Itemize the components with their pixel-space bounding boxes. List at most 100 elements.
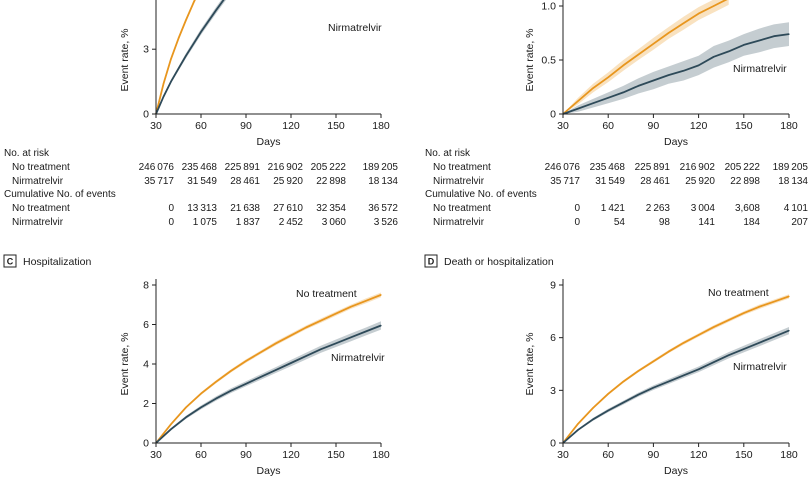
data-point-nirmatrelvir	[788, 33, 790, 35]
risk-table-cell: 35 717	[144, 176, 174, 187]
risk-table-cell: 0	[574, 203, 580, 214]
data-point-no-treatment	[245, 360, 247, 362]
risk-table-cell: 216 902	[268, 162, 304, 173]
data-point-no-treatment	[622, 64, 624, 66]
confidence-band-nirmatrelvir	[563, 22, 789, 115]
data-point-nirmatrelvir	[577, 429, 579, 431]
x-tick-label: 60	[195, 120, 207, 132]
risk-table-cell: 36 572	[368, 203, 398, 214]
series-line-nirmatrelvir	[155, 324, 382, 444]
x-tick-label: 90	[648, 449, 660, 461]
data-point-no-treatment	[713, 326, 715, 328]
data-point-nirmatrelvir	[728, 50, 730, 53]
y-tick-label: 0	[143, 438, 149, 450]
data-point-nirmatrelvir	[592, 418, 594, 420]
y-tick-label: 1.0	[541, 1, 556, 13]
x-tick-label: 120	[690, 120, 708, 132]
chart-panel-d: No treatment Nirmatrelvir 30 60 90 120 150 180 0…	[424, 254, 798, 477]
data-point-nirmatrelvir	[260, 376, 262, 378]
series-line-no-treatment	[562, 295, 790, 444]
risk-table-cell: 0	[574, 217, 580, 228]
data-point-nirmatrelvir	[350, 336, 352, 338]
risk-table-cell: 2 452	[279, 217, 304, 228]
risk-table-cell: 3 004	[691, 203, 716, 214]
plot-area	[155, 292, 382, 444]
risk-table-row-label: Nirmatrelvir	[433, 176, 485, 187]
data-point-no-treatment	[230, 370, 232, 372]
data-point-no-treatment	[743, 312, 745, 314]
risk-table-section-title: No. at risk	[425, 148, 471, 159]
risk-table-a: No. at risk Cumulative No. of events No tr…	[4, 148, 398, 228]
data-point-nirmatrelvir	[290, 362, 292, 364]
series-line-no-treatment	[155, 294, 382, 444]
risk-table-cell: 21 638	[230, 203, 260, 214]
data-point-nirmatrelvir	[305, 355, 307, 357]
x-tick-label: 150	[327, 449, 345, 461]
risk-table-row-label: No treatment	[433, 203, 491, 214]
data-point-no-treatment	[577, 100, 579, 102]
data-point-nirmatrelvir	[192, 43, 195, 45]
x-tick-label: 180	[372, 120, 390, 132]
confidence-band-no-treatment	[156, 292, 381, 443]
risk-table-cell: 35 717	[550, 176, 580, 187]
risk-table-cell: 3 526	[374, 217, 399, 228]
data-point-no-treatment	[667, 351, 670, 353]
data-point-nirmatrelvir	[637, 394, 639, 396]
data-point-nirmatrelvir	[335, 342, 337, 344]
x-tick-label: 120	[282, 449, 300, 461]
chart-panel-c: No treatment Nirmatrelvir 30 60 90 120 150 180 0…	[3, 254, 390, 477]
data-point-no-treatment	[335, 313, 337, 315]
risk-table-cell: 31 549	[595, 176, 625, 187]
y-tick-label: 6	[143, 319, 149, 331]
risk-table-cell: 225 891	[635, 162, 671, 173]
series-label-nirmatrelvir: Nirmatrelvir	[328, 22, 382, 34]
panel-title: Hospitalization	[23, 256, 91, 268]
x-tick-label: 120	[690, 449, 708, 461]
data-point-nirmatrelvir	[320, 348, 322, 350]
data-point-nirmatrelvir	[682, 374, 685, 376]
plot-area	[562, 294, 790, 444]
data-point-no-treatment	[698, 334, 700, 336]
y-axis-label: Event rate, %	[119, 332, 131, 395]
series-label-nirmatrelvir: Nirmatrelvir	[733, 63, 787, 75]
series-label-no-treatment: No treatment	[296, 288, 357, 300]
data-point-no-treatment	[185, 19, 187, 21]
risk-table-cell: 207	[791, 217, 808, 228]
x-tick-label: 30	[150, 120, 162, 132]
data-point-nirmatrelvir	[728, 354, 730, 356]
data-point-nirmatrelvir	[245, 383, 247, 385]
data-point-nirmatrelvir	[607, 97, 609, 99]
data-point-no-treatment	[698, 13, 700, 15]
risk-table-cell: 27 610	[273, 203, 303, 214]
risk-table-cell: 25 920	[273, 176, 303, 187]
risk-table-row-label: Nirmatrelvir	[12, 217, 64, 228]
data-point-no-treatment	[788, 295, 790, 297]
y-tick-label: 4	[143, 359, 149, 371]
risk-table-cell: 22 898	[730, 176, 760, 187]
series-label-nirmatrelvir: Nirmatrelvir	[331, 352, 385, 364]
risk-table-cell: 3,608	[735, 203, 760, 214]
y-tick-label: 9	[550, 280, 556, 292]
series-line-no-treatment	[155, 0, 196, 115]
risk-table-cell: 98	[659, 217, 671, 228]
x-tick-label: 30	[150, 449, 162, 461]
risk-table-row-label: No treatment	[12, 203, 70, 214]
risk-table-row-label: Nirmatrelvir	[433, 217, 485, 228]
data-point-no-treatment	[380, 294, 382, 296]
data-point-nirmatrelvir	[230, 390, 232, 392]
chart-panel-a: Nirmatrelvir306090120150180036912DaysEve…	[119, 0, 390, 148]
panel-letter: D	[428, 257, 435, 267]
data-point-nirmatrelvir	[698, 64, 700, 66]
data-point-nirmatrelvir	[622, 402, 624, 404]
data-point-nirmatrelvir	[200, 406, 202, 408]
data-point-nirmatrelvir	[185, 55, 187, 57]
y-axis-label: Event rate, %	[119, 28, 131, 91]
data-point-nirmatrelvir	[652, 79, 655, 82]
risk-table-cell: 225 891	[225, 162, 261, 173]
confidence-band-nirmatrelvir	[563, 327, 789, 443]
data-point-nirmatrelvir	[170, 81, 172, 83]
risk-table-cell: 22 898	[316, 176, 346, 187]
x-tick-label: 30	[557, 449, 569, 461]
x-tick-label: 60	[602, 449, 614, 461]
